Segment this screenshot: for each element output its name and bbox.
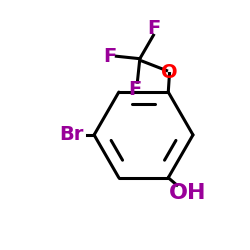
Text: F: F (147, 19, 160, 38)
Text: O: O (161, 63, 178, 82)
Text: Br: Br (60, 126, 84, 144)
Text: F: F (128, 80, 141, 98)
Text: F: F (103, 47, 116, 66)
Text: OH: OH (169, 182, 207, 203)
